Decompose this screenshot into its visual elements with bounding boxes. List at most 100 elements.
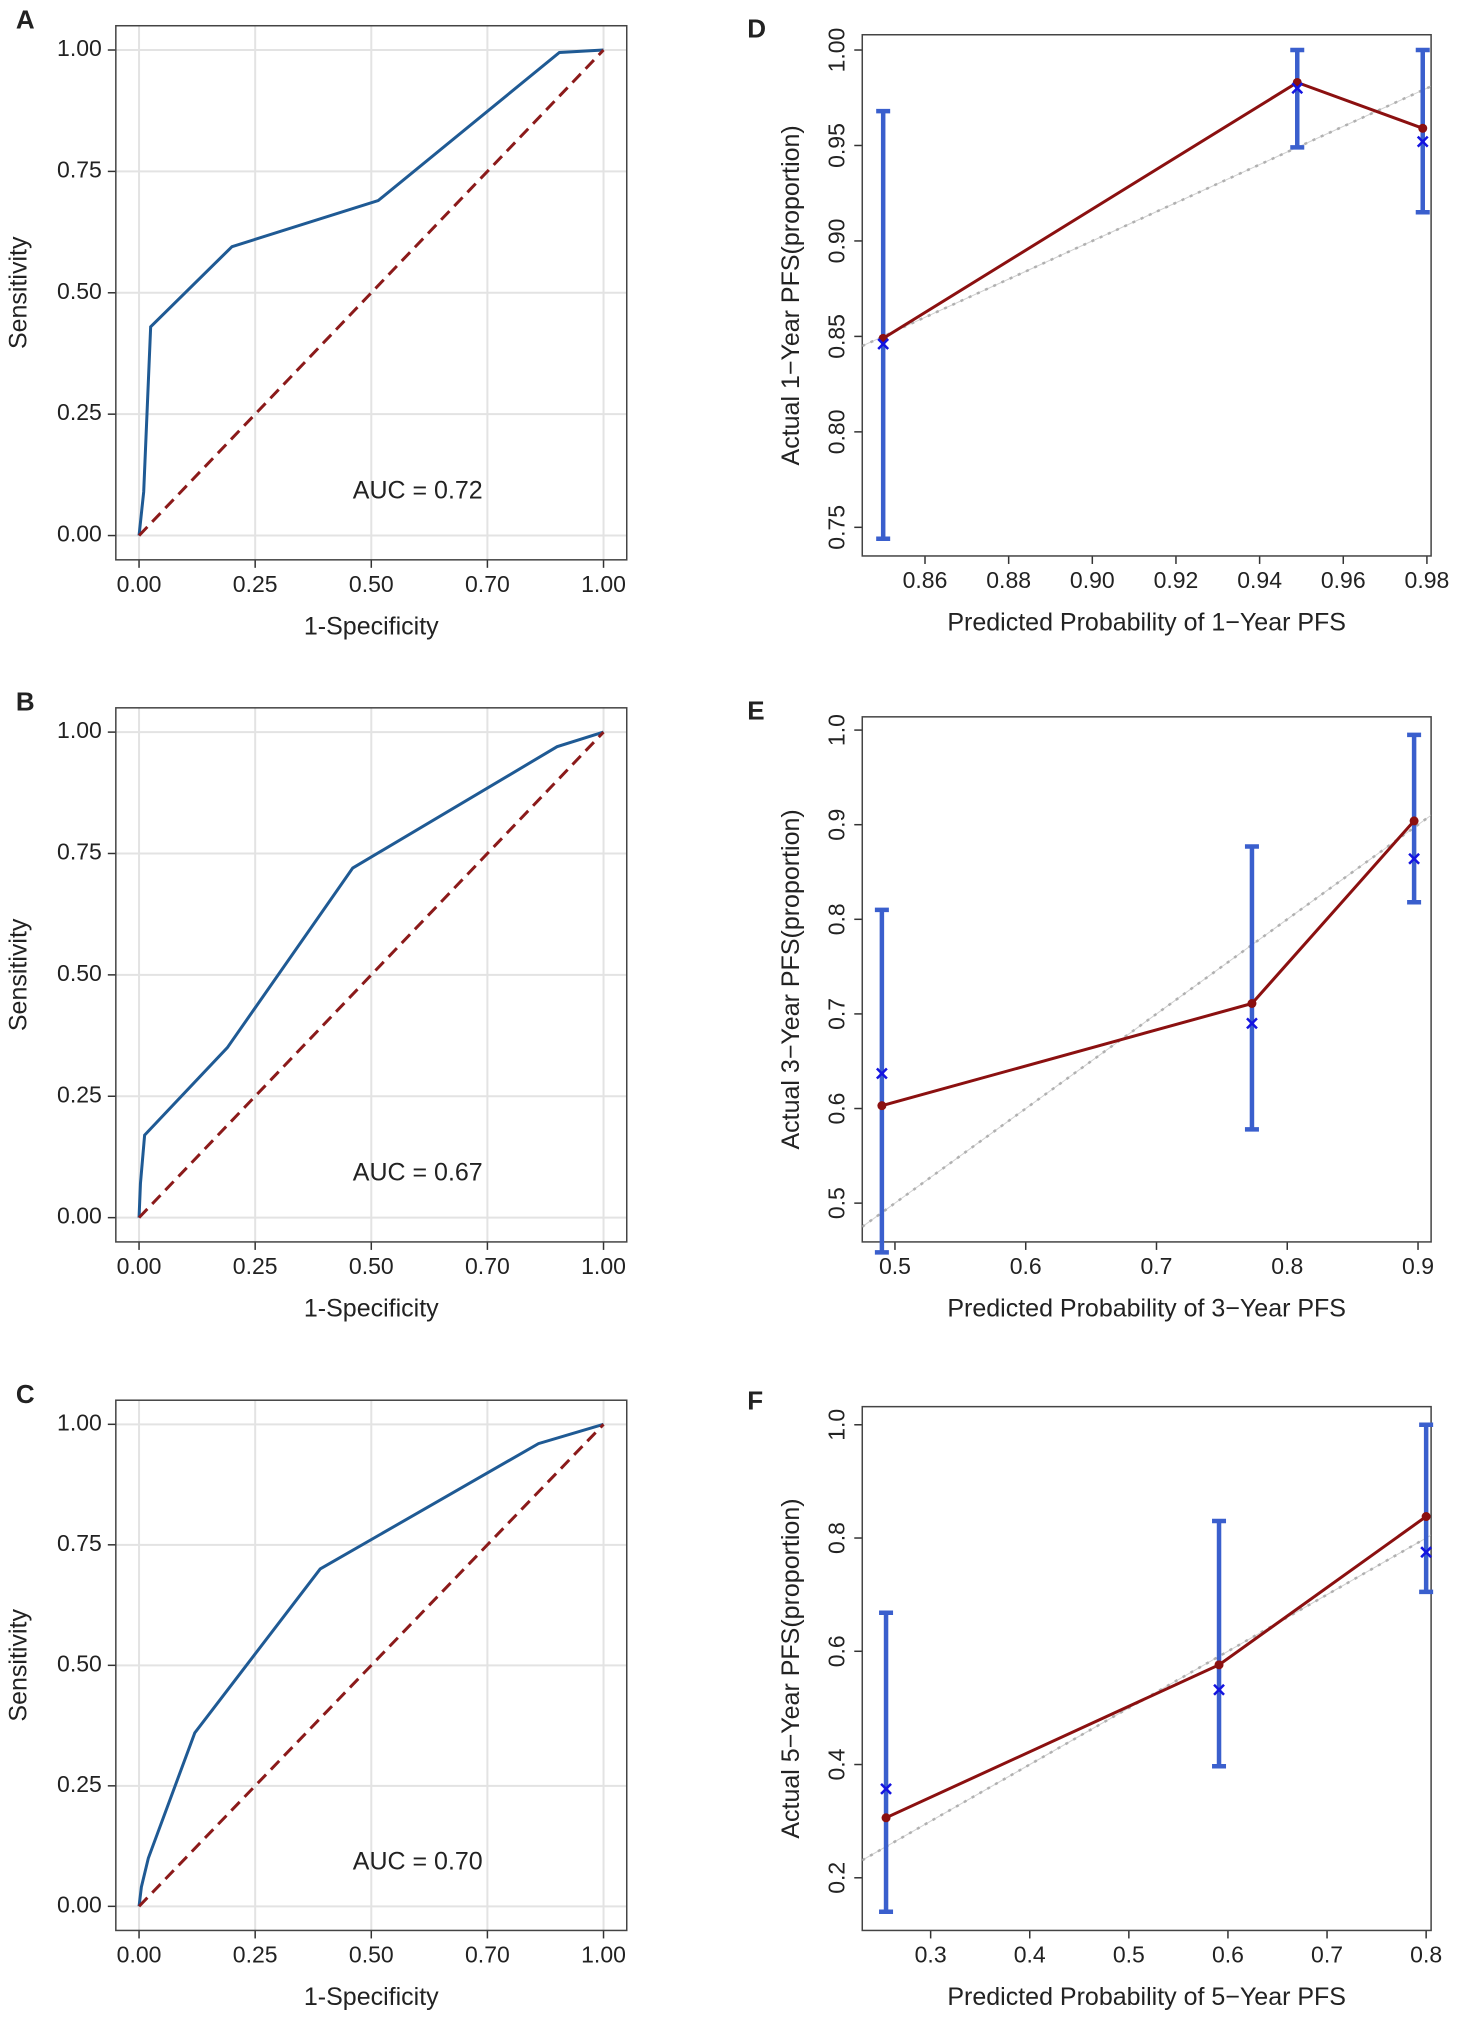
y-tick-label: 0.75 [823, 505, 849, 550]
panel-label: F [747, 1386, 763, 1416]
x-tick-label: 0.25 [233, 1253, 278, 1279]
y-tick-label: 0.90 [823, 219, 849, 264]
km-point [877, 338, 890, 350]
km-point [875, 1067, 888, 1080]
x-tick-label: 0.5 [1113, 1942, 1145, 1968]
panel-label: B [16, 687, 35, 717]
panel-label: C [16, 1379, 35, 1409]
observed-point [1247, 999, 1257, 1009]
annotation: AUC = 0.70 [353, 1848, 483, 1876]
plot-frame [115, 707, 628, 1243]
observed-point [877, 1101, 887, 1111]
x-tick-label: 0.94 [1237, 567, 1282, 593]
annotation: AUC = 0.67 [353, 1159, 483, 1187]
plot-frame [115, 24, 628, 561]
x-tick-label: 0.50 [349, 1942, 394, 1968]
km-point [1408, 852, 1420, 865]
x-tick-label: 0.7 [1141, 1253, 1173, 1279]
observed-point [1421, 1512, 1431, 1522]
error-bar [1212, 1518, 1227, 1769]
y-tick-label: 0.8 [823, 903, 849, 935]
y-tick-label: 1.0 [823, 714, 849, 746]
roc-line [137, 1422, 604, 1907]
plot-frame [115, 1399, 628, 1932]
x-axis-label: 1-Specificity [304, 1983, 439, 2011]
x-tick-label: 1.00 [581, 1253, 626, 1279]
km-point [1416, 135, 1429, 148]
panel-2: 0.00 0.25 0.50 0.70 1.00 0.00 0.25 0.50 0.75 1.00… [4, 1379, 628, 2011]
x-tick-label: 0.7 [1311, 1942, 1343, 1968]
y-tick-label: 0.5 [823, 1187, 849, 1219]
y-tick-label: 0.00 [57, 1203, 102, 1229]
panel-3: 0.86 0.88 0.90 0.92 0.94 0.96 0.98 0.75 0.80 0.85… [747, 14, 1449, 637]
y-axis-label: Sensitivity [4, 1609, 32, 1722]
panel-label: A [16, 5, 35, 35]
plot-frame [861, 33, 1432, 557]
x-tick-label: 0.92 [1154, 567, 1199, 593]
observed-point [1214, 1660, 1224, 1670]
x-tick-label: 1.00 [581, 1942, 626, 1968]
observed-point [881, 1813, 891, 1823]
x-tick-label: 0.70 [465, 1942, 510, 1968]
y-tick-label: 0.6 [823, 1093, 849, 1125]
plot-area [862, 34, 1432, 556]
y-tick-label: 0.7 [823, 998, 849, 1030]
y-axis-label: Actual 1−Year PFS(proportion) [777, 125, 805, 465]
x-axis-label: 1-Specificity [304, 612, 439, 640]
plot-frame [861, 1405, 1432, 1932]
x-tick-label: 0.50 [349, 1253, 394, 1279]
y-tick-label: 1.00 [57, 1409, 102, 1435]
y-axis-label: Sensitivity [4, 918, 32, 1031]
x-tick-label: 0.86 [903, 567, 948, 593]
x-tick-label: 0.8 [1271, 1253, 1303, 1279]
y-tick-label: 0.75 [57, 1530, 102, 1556]
y-tick-label: 0.9 [823, 809, 849, 841]
x-tick-label: 0.6 [1212, 1942, 1244, 1968]
x-tick-label: 0.25 [233, 571, 278, 597]
roc-line [137, 48, 604, 536]
observed-point [1409, 816, 1419, 826]
y-tick-label: 0.80 [823, 409, 849, 454]
plot-area [862, 716, 1432, 1242]
panel-label: D [747, 14, 766, 44]
y-tick-label: 0.25 [57, 399, 102, 425]
y-tick-label: 0.50 [57, 1650, 102, 1676]
x-tick-label: 0.25 [233, 1942, 278, 1968]
x-tick-label: 0.6 [1010, 1253, 1042, 1279]
km-point [1291, 82, 1304, 95]
y-axis-label: Sensitivity [4, 236, 32, 349]
y-tick-label: 1.0 [823, 1409, 849, 1441]
ideal-line-base [862, 85, 1432, 347]
x-tick-label: 0.8 [1410, 1942, 1442, 1968]
y-tick-label: 0.75 [57, 839, 102, 865]
km-point [1246, 1017, 1258, 1030]
y-tick-label: 0.50 [57, 278, 102, 304]
error-bar [874, 907, 889, 1255]
y-tick-label: 1.00 [823, 28, 849, 73]
y-tick-label: 0.50 [57, 960, 102, 986]
x-tick-label: 0.9 [1402, 1253, 1434, 1279]
y-tick-label: 0.6 [823, 1635, 849, 1667]
observed-point [1418, 123, 1428, 133]
x-tick-label: 0.90 [1070, 567, 1115, 593]
x-tick-label: 0.70 [465, 571, 510, 597]
ideal-line-base [862, 814, 1432, 1228]
km-point [1420, 1546, 1433, 1559]
error-bar [879, 1610, 894, 1915]
y-axis-label: Actual 5−Year PFS(proportion) [777, 1498, 805, 1838]
x-tick-label: 0.50 [349, 571, 394, 597]
y-tick-label: 0.8 [823, 1522, 849, 1554]
error-bar [876, 108, 891, 542]
roc-line [137, 731, 605, 1219]
y-tick-label: 0.2 [823, 1862, 849, 1894]
plot-frame [861, 716, 1432, 1243]
x-axis-label: 1-Specificity [304, 1295, 439, 1323]
x-tick-label: 0.70 [465, 1253, 510, 1279]
km-point [880, 1782, 892, 1795]
panel-4: 0.5 0.6 0.7 0.8 0.9 0.5 0.6 0.7 0.8 0.9 1.0 E Predic… [747, 696, 1434, 1323]
annotation: AUC = 0.72 [353, 476, 483, 504]
roc-line [137, 48, 605, 537]
x-tick-label: 0.00 [117, 571, 162, 597]
x-tick-label: 0.5 [879, 1253, 911, 1279]
